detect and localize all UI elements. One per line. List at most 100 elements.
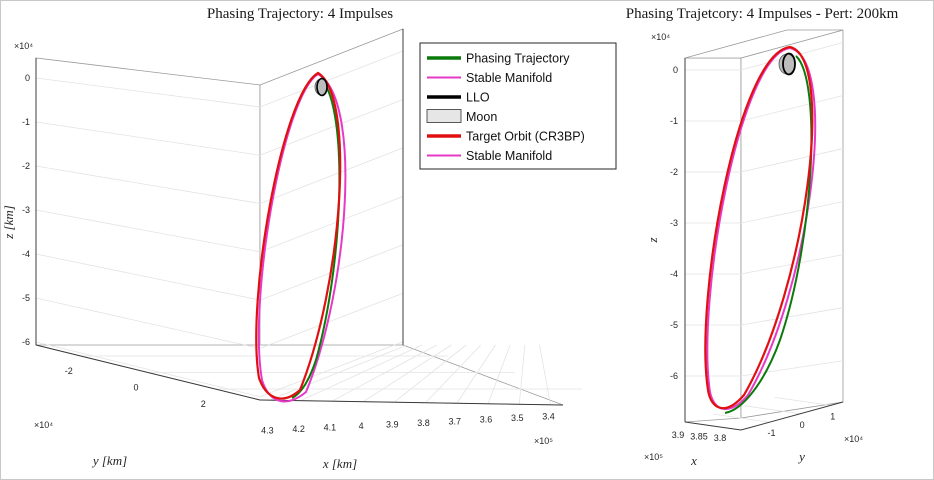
- right-series-target-orbit: [704, 45, 814, 410]
- legend-label: Target Orbit (CR3BP): [466, 130, 585, 144]
- left-z-tick-label: -5: [22, 293, 30, 303]
- left-z-gridline: [259, 341, 404, 398]
- left-x-tick-label: 4: [359, 421, 364, 431]
- left-z-gridline: [259, 195, 404, 253]
- right-grid: [685, 42, 844, 423]
- right-x-axis-label: x: [690, 453, 697, 468]
- left-y-tick-label: 0: [133, 383, 138, 393]
- left-x-gridline: [456, 344, 496, 404]
- right-y-tick-labels: -1 0 1: [768, 411, 836, 438]
- right-z-tick-label: -4: [670, 269, 678, 279]
- left-x-gridline: [331, 344, 437, 402]
- legend-item: Stable Manifold: [427, 71, 552, 85]
- right-x-tick-label: 3.8: [714, 433, 727, 443]
- left-z-gridline: [259, 147, 404, 204]
- left-x-gridline: [394, 344, 467, 403]
- left-x-tick-label: 4.1: [324, 422, 337, 432]
- right-z-tick-label: -3: [670, 218, 678, 228]
- left-x-gridline: [425, 344, 482, 404]
- right-y-tick-label: -1: [768, 428, 776, 438]
- right-z-tick-label: 0: [673, 65, 678, 75]
- right-plot: 0-1-2-3-4-5-6 3.9 3.85 3.8 -101 ×10⁴ ×10⁵ …: [626, 6, 899, 468]
- left-x-gridline: [487, 344, 511, 404]
- right-chart-title: Phasing Trajetcory: 4 Impulses - Pert: 2…: [626, 6, 899, 22]
- legend-item: Moon: [426, 109, 497, 124]
- left-y-exponent: ×10⁴: [34, 420, 53, 430]
- left-x-tick-label: 3.5: [511, 413, 524, 423]
- right-z-axis-label: z: [645, 237, 660, 243]
- left-z-gridline: [259, 50, 404, 108]
- right-z-tick-labels: 0 -1 -2 -3 -4 -5 -6: [670, 65, 678, 381]
- right-x-tick-label: 3.85: [690, 432, 708, 442]
- left-series-target-orbit: [255, 71, 342, 400]
- legend-label: LLO: [466, 91, 490, 105]
- right-y-tick-label: 0: [800, 420, 805, 430]
- right-x-tick-labels: 3.9 3.85 3.8: [672, 430, 727, 443]
- left-x-axis-label: x [km]: [322, 456, 357, 471]
- right-z-tick-label: -2: [670, 167, 678, 177]
- legend-label: Stable Manifold: [466, 149, 552, 163]
- right-z-gridline: [740, 95, 844, 122]
- right-series-phasing-trajectory: [724, 55, 813, 414]
- right-y-axis-label: y: [797, 449, 805, 464]
- legend-item: Target Orbit (CR3BP): [427, 130, 585, 144]
- left-z-gridline: [35, 297, 261, 349]
- right-z-tick-label: -6: [670, 371, 678, 381]
- legend-label: Phasing Trajectory: [466, 52, 570, 66]
- left-x-tick-label: 4.3: [261, 426, 274, 436]
- right-z-tick-label: -5: [670, 320, 678, 330]
- left-z-gridline: [35, 209, 261, 253]
- right-x-exponent: ×10⁵: [644, 452, 663, 462]
- right-z-exponent: ×10⁴: [651, 32, 670, 42]
- left-chart-title: Phasing Trajectory: 4 Impulses: [207, 6, 393, 22]
- left-y-tick-label: -2: [65, 366, 73, 376]
- left-y-tick-label: 2: [201, 399, 206, 409]
- right-back-wall-front: [684, 57, 742, 423]
- left-x-gridline: [518, 344, 526, 405]
- left-x-gridline: [362, 344, 452, 403]
- left-series-stable-manifold: [257, 72, 347, 403]
- left-series-llo: [316, 77, 328, 97]
- legend-item: Phasing Trajectory: [427, 52, 570, 66]
- right-y-gridline: [713, 413, 770, 423]
- right-y-gridline: [774, 396, 831, 406]
- left-back-wall-right: [259, 28, 404, 401]
- left-y-axis-label: y [km]: [91, 453, 127, 468]
- left-grid: [35, 50, 583, 405]
- right-z-gridline: [740, 148, 844, 173]
- right-y-tick-label: 1: [830, 411, 835, 421]
- left-x-tick-label: 3.7: [449, 416, 462, 426]
- right-y-gridline: [744, 405, 801, 415]
- left-z-tick-label: -4: [22, 249, 30, 259]
- left-x-tick-label: 3.8: [417, 418, 430, 428]
- right-series-llo: [782, 52, 796, 76]
- left-plot: 0 -1 -2 -3 -4 -5 -6 4.3 4.2 4.1 4 3.9 3.8 3.7 3.6 3.5 3…: [1, 6, 617, 471]
- left-z-gridline: [259, 292, 404, 349]
- left-x-tick-label: 3.9: [386, 419, 399, 429]
- right-x-tick-label: 3.9: [672, 430, 685, 440]
- right-z-tick-label: -1: [670, 116, 678, 126]
- legend-item: LLO: [427, 91, 490, 105]
- left-z-gridline: [35, 165, 261, 204]
- right-z-gridline: [740, 201, 844, 224]
- left-x-tick-label: 3.4: [542, 412, 555, 422]
- legend-item: Stable Manifold: [427, 149, 552, 163]
- right-orbits: [704, 45, 817, 414]
- right-z-gridline: [740, 360, 844, 377]
- legend-label: Moon: [466, 110, 497, 124]
- left-z-axis-label: z [km]: [1, 205, 16, 240]
- left-z-exponent: ×10⁴: [14, 41, 33, 51]
- left-x-exponent: ×10⁵: [534, 436, 553, 446]
- right-y-exponent: ×10⁴: [844, 434, 863, 444]
- left-z-gridline: [35, 121, 261, 156]
- left-x-tick-label: 4.2: [292, 424, 305, 434]
- right-top-face: [684, 29, 844, 59]
- left-z-tick-label: 0: [25, 73, 30, 83]
- left-z-tick-label: -3: [22, 205, 30, 215]
- legend-box: [419, 42, 617, 170]
- left-x-gridline: [539, 344, 551, 405]
- legend: Phasing Trajectory Stable Manifold LLO Moon…: [419, 42, 617, 170]
- left-x-tick-labels: 4.3 4.2 4.1 4 3.9 3.8 3.7 3.6 3.5 3.4: [261, 412, 555, 436]
- left-z-tick-labels: 0 -1 -2 -3 -4 -5 -6: [22, 73, 30, 347]
